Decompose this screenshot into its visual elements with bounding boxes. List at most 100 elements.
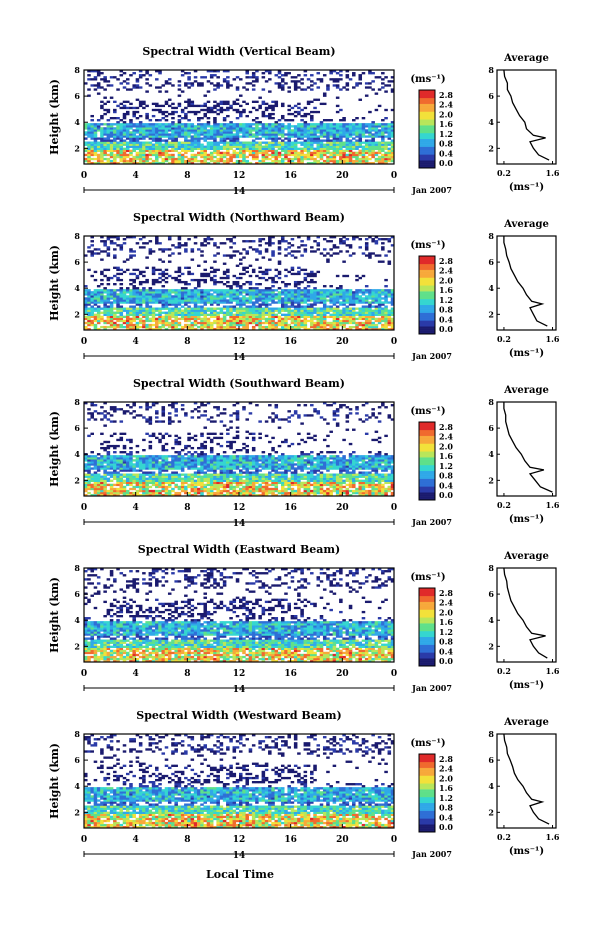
heatmap-cell [229, 157, 233, 161]
heatmap-cell [235, 493, 240, 497]
heatmap-cell [132, 236, 136, 239]
heatmap-cell [109, 311, 114, 314]
heatmap-cell [306, 112, 311, 116]
heatmap-cell [232, 78, 237, 81]
heatmap-cell [174, 149, 178, 153]
heatmap-cell [93, 315, 98, 319]
y-axis-label: Height (km) [48, 245, 61, 321]
heatmap-cell [319, 153, 324, 157]
heatmap-cell [197, 487, 201, 491]
heatmap-cell [280, 161, 285, 165]
heatmap-cell [213, 315, 217, 319]
heatmap-cell [129, 133, 133, 136]
heatmap-cell [248, 133, 253, 136]
heatmap-cell [310, 139, 314, 142]
heatmap-cell [142, 123, 146, 126]
heatmap-cell [235, 285, 240, 288]
heatmap-cell [390, 125, 395, 128]
heatmap-cell [268, 90, 272, 93]
heatmap-cell [348, 485, 353, 489]
heatmap-cell [158, 493, 162, 497]
heatmap-cell [381, 327, 385, 331]
heatmap-cell [319, 145, 324, 148]
heatmap-cell [345, 123, 350, 126]
heatmap-cell [277, 119, 282, 122]
heatmap-cell [84, 309, 88, 312]
heatmap-cell [177, 491, 182, 495]
heatmap-cell [384, 141, 388, 144]
heatmap-cell [132, 123, 136, 126]
heatmap-cell [355, 161, 359, 165]
heatmap-cell [280, 321, 285, 325]
heatmap-cell [381, 238, 385, 241]
heatmap-cell [239, 315, 243, 319]
colorbar-tick-label: 1.2 [439, 129, 453, 139]
heatmap-cell [113, 295, 117, 298]
heatmap-cell [190, 125, 195, 128]
heatmap-cell [197, 133, 201, 136]
heatmap-cell [184, 291, 188, 294]
heatmap-cell [361, 141, 366, 144]
heatmap-cell [242, 108, 246, 112]
heatmap-cell [187, 98, 191, 101]
heatmap-cell [235, 76, 240, 79]
heatmap-cell [352, 485, 356, 489]
heatmap-cell [103, 295, 107, 298]
heatmap-cell [96, 301, 101, 304]
heatmap-cell [293, 295, 298, 298]
heatmap-cell [148, 325, 153, 329]
heatmap-cell [167, 238, 172, 241]
heatmap-cell [158, 127, 162, 130]
heatmap-cell [177, 236, 182, 239]
heatmap-cell [155, 102, 159, 106]
heatmap-cell [368, 315, 372, 319]
heatmap-cell [264, 127, 269, 130]
heatmap-cell [100, 133, 104, 136]
heatmap-cell [122, 127, 127, 130]
heatmap-cell [132, 327, 136, 331]
heatmap-cell [106, 489, 111, 493]
heatmap-cell [209, 307, 214, 310]
heatmap-cell [345, 295, 350, 298]
heatmap-cell [297, 135, 301, 138]
heatmap-cell [206, 100, 211, 103]
heatmap-cell [148, 252, 153, 255]
heatmap-cell [255, 250, 259, 253]
heatmap-cell [332, 323, 337, 327]
heatmap-cell [258, 123, 262, 126]
heatmap-cell [193, 143, 198, 146]
heatmap-cell [258, 299, 262, 302]
heatmap-cell [155, 133, 159, 136]
heatmap-cell [177, 242, 182, 245]
heatmap-cell [374, 92, 379, 95]
heatmap-cell [329, 315, 333, 319]
heatmap-cell [151, 272, 156, 276]
heatmap-cell [164, 135, 169, 138]
heatmap-cell [203, 159, 208, 163]
heatmap-cell [87, 141, 91, 144]
heatmap-cell [384, 307, 388, 310]
heatmap-cell [232, 291, 237, 294]
heatmap-cell [167, 307, 172, 310]
heatmap-cell [90, 305, 94, 308]
heatmap-cell [219, 307, 224, 310]
heatmap-cell [138, 297, 143, 300]
heatmap-cell [303, 272, 308, 276]
heatmap-cell [339, 78, 343, 81]
heatmap-cell [248, 305, 253, 308]
heatmap-cell [216, 268, 220, 272]
panel-title: Spectral Width (Southward Beam) [133, 377, 345, 390]
x-tick-label: 4 [133, 337, 139, 347]
heatmap-cell [387, 129, 392, 132]
heatmap-cell [193, 287, 198, 290]
heatmap-cell [171, 141, 175, 144]
heatmap-cell [374, 327, 379, 331]
heatmap-cell [155, 291, 159, 294]
heatmap-cell [300, 280, 304, 284]
heatmap-cell [190, 82, 195, 85]
heatmap-cell [374, 127, 379, 130]
heatmap-cell [138, 246, 143, 249]
heatmap-cell [135, 276, 140, 280]
heatmap-cell [113, 131, 117, 134]
heatmap-cell [251, 325, 256, 329]
